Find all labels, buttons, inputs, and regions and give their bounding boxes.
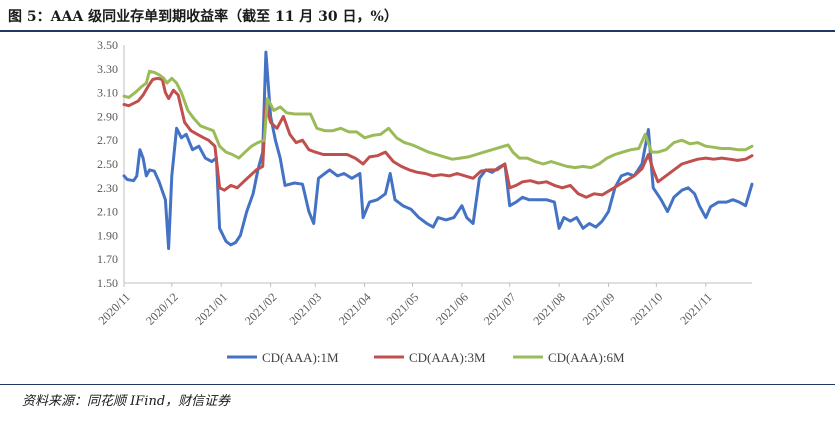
footer-divider <box>0 384 835 385</box>
y-tick-label: 2.50 <box>97 157 118 171</box>
x-tick-label: 2021/01 <box>192 290 230 328</box>
series-line-0 <box>122 50 754 250</box>
y-tick-label: 2.10 <box>97 205 118 219</box>
y-tick-label: 3.30 <box>97 62 118 76</box>
legend-label-0: CD(AAA):1M <box>262 350 339 365</box>
legend-label-2: CD(AAA):6M <box>548 350 625 365</box>
y-axis: 1.50 1.70 1.90 2.10 2.30 2.50 2.70 2.90 3.10 3.30… <box>97 38 125 290</box>
x-tick-label: 2021/05 <box>384 290 422 328</box>
y-tick-label: 1.70 <box>97 252 118 266</box>
header-divider <box>0 30 835 32</box>
x-tick-label: 2021/11 <box>677 290 714 327</box>
x-tick-label: 2021/07 <box>481 290 519 328</box>
source-note: 资料来源：同花顺 IFind，财信证券 <box>22 394 231 409</box>
x-tick-label: 2021/06 <box>433 290 471 328</box>
x-tick-label: 2020/11 <box>96 290 133 327</box>
y-tick-label: 1.50 <box>97 276 118 290</box>
series-lines <box>122 50 754 250</box>
series-line-2 <box>122 69 754 170</box>
legend-label-1: CD(AAA):3M <box>409 350 486 365</box>
y-tick-label: 3.10 <box>97 86 118 100</box>
chart-legend: CD(AAA):1M CD(AAA):3M CD(AAA):6M <box>227 350 625 365</box>
y-tick-label: 2.30 <box>97 181 118 195</box>
page-title: 图 5：AAA 级同业存单到期收益率（截至 11 月 30 日，%） <box>8 9 398 25</box>
x-tick-label: 2021/02 <box>242 290 280 328</box>
y-tick-label: 1.90 <box>97 228 118 242</box>
y-tick-label: 2.90 <box>97 109 118 123</box>
x-tick-label: 2021/08 <box>530 290 568 328</box>
x-tick-label: 2021/03 <box>286 290 324 328</box>
x-axis: 2020/11 2020/12 2021/01 2021/02 2021/03 2021/… <box>96 282 752 328</box>
series-line-1 <box>122 76 754 199</box>
x-tick-label: 2021/10 <box>628 290 666 328</box>
x-tick-label: 2021/09 <box>580 290 618 328</box>
line-chart: 1.50 1.70 1.90 2.10 2.30 2.50 2.70 2.90 3.10 3.30… <box>96 38 754 365</box>
y-tick-label: 2.70 <box>97 133 118 147</box>
y-tick-label: 3.50 <box>97 38 118 52</box>
x-tick-label: 2021/04 <box>336 290 374 328</box>
x-tick-label: 2020/12 <box>143 290 181 328</box>
